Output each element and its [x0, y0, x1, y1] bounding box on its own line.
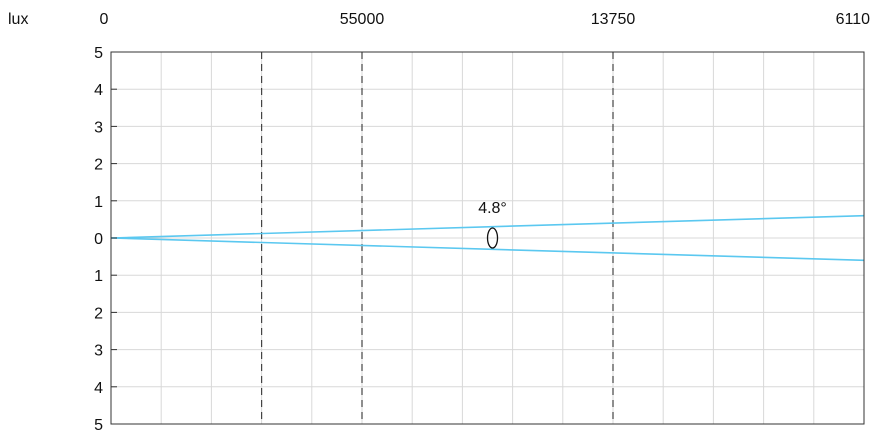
y-tick-label: 2: [94, 157, 103, 174]
y-tick-label: 4: [94, 380, 103, 397]
y-tick-label: 1: [94, 268, 103, 285]
y-tick-label: 3: [94, 343, 103, 360]
unit-label: lux: [8, 11, 28, 28]
y-tick-label: 5: [94, 417, 103, 430]
beam-edge-line: [110, 214, 865, 239]
top-distance-label: 13750: [591, 11, 636, 28]
y-tick-label: 3: [94, 119, 103, 136]
y-tick-label: 0: [94, 231, 103, 248]
top-distance-labels: 0 55000 13750 6110: [100, 11, 871, 28]
top-distance-label: 55000: [340, 11, 385, 28]
beam-lines: [110, 214, 865, 262]
beam-edge-line: [110, 237, 865, 262]
top-distance-label: 6110: [836, 11, 871, 28]
y-tick-label: 5: [94, 45, 103, 62]
y-tick-label: 1: [94, 194, 103, 211]
beam-angle-label: 4.8°: [478, 200, 507, 217]
y-tick-label: 4: [94, 82, 103, 99]
y-tick-label: 2: [94, 305, 103, 322]
angle-arc-icon: [486, 227, 499, 249]
beam-angle-annotation: 4.8°: [478, 200, 507, 249]
y-axis-ticks: 5 4 3 2 1 0 1 2 3 4 5: [94, 45, 117, 430]
top-distance-label: 0: [100, 11, 109, 28]
dashed-markers: [261, 52, 614, 424]
